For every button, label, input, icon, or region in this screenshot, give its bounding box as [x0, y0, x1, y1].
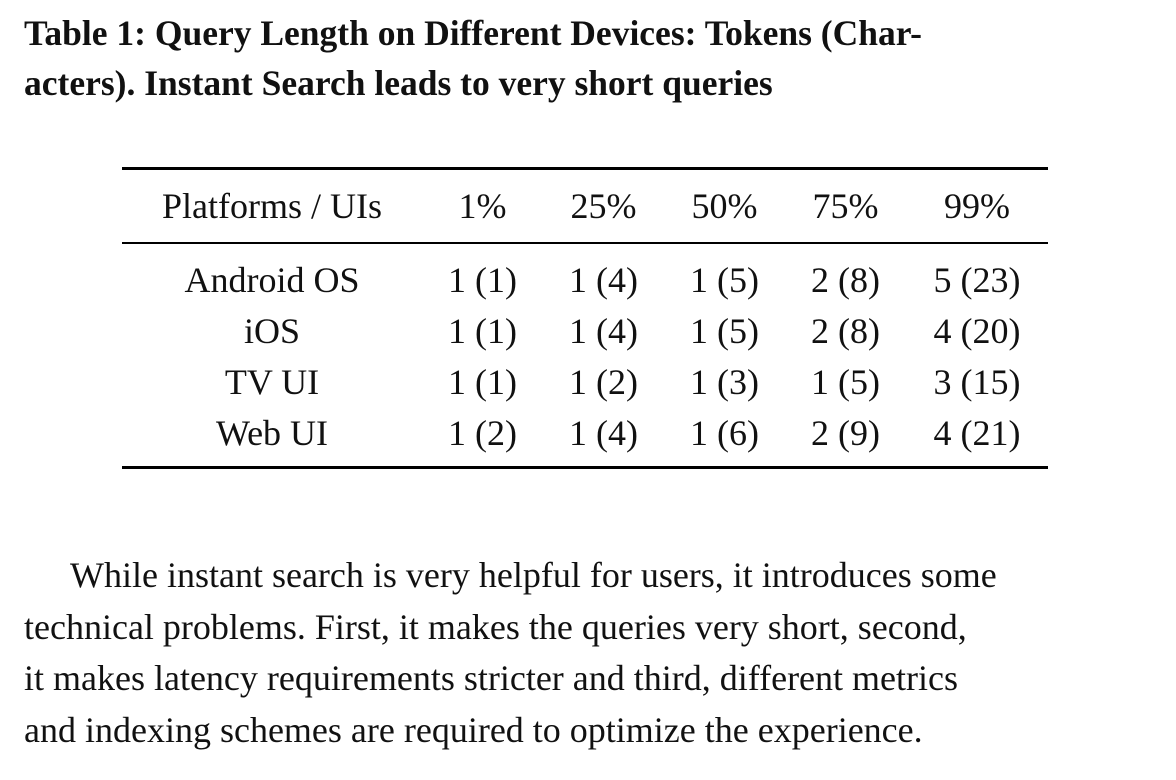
- table-cell: 3 (15): [933, 361, 1021, 402]
- paragraph-line: technical problems. First, it makes the …: [24, 606, 967, 647]
- query-length-table: Platforms / UIs 1% 25% 50% 75% 99% Andro…: [122, 167, 1048, 469]
- table-cell: 4 (21): [933, 412, 1021, 453]
- table-cell: 1 (1): [448, 259, 517, 300]
- table-cell: 1 (2): [569, 361, 638, 402]
- table-header-row: Platforms / UIs 1% 25% 50% 75% 99%: [122, 168, 1048, 243]
- data-table: Platforms / UIs 1% 25% 50% 75% 99% Andro…: [122, 167, 1048, 469]
- column-header-1pct: 1%: [458, 186, 507, 226]
- table-row: Android OS 1 (1) 1 (4) 1 (5) 2 (8) 5 (23…: [122, 243, 1048, 305]
- table-cell: 2 (8): [811, 310, 880, 351]
- table-cell: 1 (5): [690, 310, 759, 351]
- caption-line: acters). Instant Search leads to very sh…: [24, 63, 773, 103]
- table-cell: 1 (1): [448, 310, 517, 351]
- body-paragraph: While instant search is very helpful for…: [24, 550, 1146, 756]
- table-cell: 2 (9): [811, 412, 880, 453]
- table-cell: 2 (8): [811, 259, 880, 300]
- paragraph-line: While instant search is very helpful for…: [70, 555, 997, 595]
- table-cell: 1 (4): [569, 412, 638, 453]
- column-header-25pct: 25%: [570, 186, 637, 226]
- table-cell: 1 (1): [448, 361, 517, 402]
- row-label: Android OS: [184, 259, 360, 300]
- table-cell: 1 (6): [690, 412, 759, 453]
- table-row: TV UI 1 (1) 1 (2) 1 (3) 1 (5) 3 (15): [122, 356, 1048, 407]
- table-cell: 1 (3): [690, 361, 759, 402]
- column-header-50pct: 50%: [691, 186, 758, 226]
- caption-line: Table 1: Query Length on Different Devic…: [24, 13, 923, 53]
- table-cell: 1 (2): [448, 412, 517, 453]
- paragraph-line: it makes latency requirements stricter a…: [24, 658, 958, 698]
- row-label: iOS: [243, 310, 301, 351]
- table-row: iOS 1 (1) 1 (4) 1 (5) 2 (8) 4 (20): [122, 305, 1048, 356]
- table-cell: 1 (4): [569, 310, 638, 351]
- table-cell: 1 (5): [811, 361, 880, 402]
- table-cell: 5 (23): [933, 259, 1021, 300]
- table-cell: 1 (5): [690, 259, 759, 300]
- paragraph-line: and indexing schemes are required to opt…: [24, 709, 923, 750]
- column-header-99pct: 99%: [944, 186, 1010, 226]
- table-caption: Table 1: Query Length on Different Devic…: [24, 8, 1154, 108]
- column-header-platform: Platforms / UIs: [162, 186, 382, 226]
- column-header-75pct: 75%: [812, 186, 879, 226]
- row-label: TV UI: [224, 361, 320, 402]
- table-cell: 4 (20): [933, 310, 1021, 351]
- table-row: Web UI 1 (2) 1 (4) 1 (6) 2 (9) 4 (21): [122, 407, 1048, 468]
- row-label: Web UI: [215, 412, 329, 453]
- table-cell: 1 (4): [569, 259, 638, 300]
